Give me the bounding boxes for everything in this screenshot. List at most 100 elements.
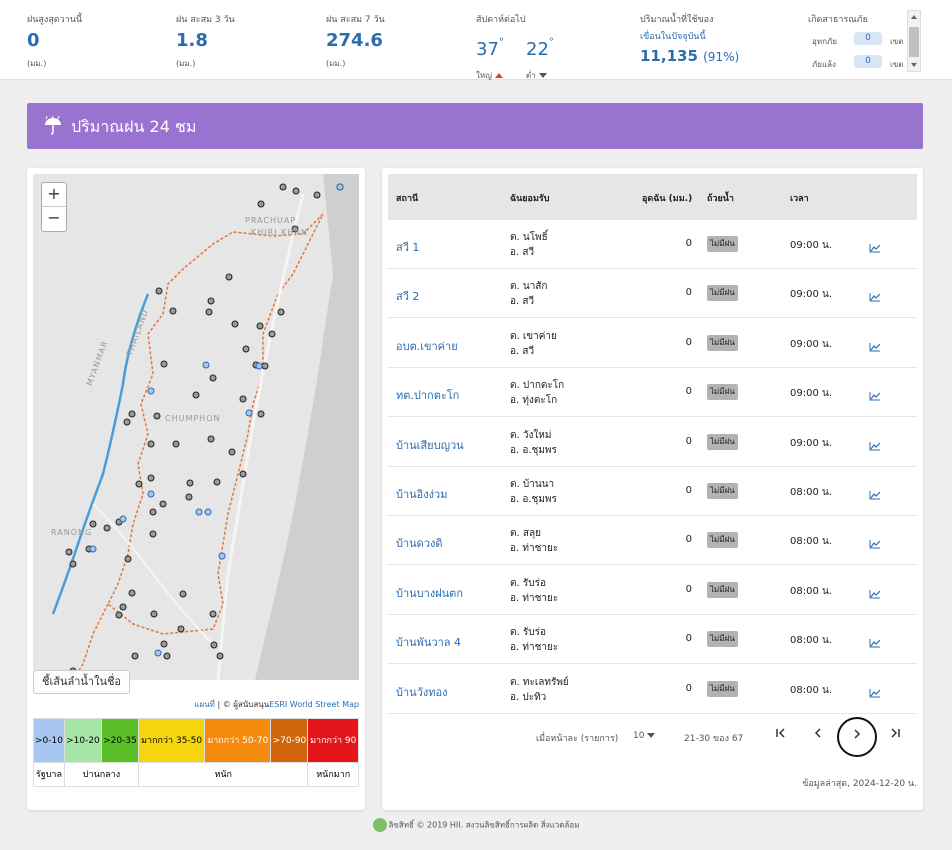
station-marker[interactable] [291,225,299,233]
station-marker[interactable] [172,440,180,448]
station-marker[interactable] [207,435,215,443]
station-marker[interactable] [205,308,213,316]
attribution-flag[interactable]: แผนที่ [194,700,215,709]
station-marker[interactable] [150,610,158,618]
station-marker[interactable] [225,273,233,281]
station-marker[interactable] [257,410,265,418]
scroll-thumb[interactable] [909,27,919,57]
station-name-link[interactable]: บ้านวังทอง [396,685,448,699]
station-markers[interactable] [65,183,344,675]
station-marker-rain[interactable] [336,183,344,191]
station-marker[interactable] [149,508,157,516]
station-marker[interactable] [192,391,200,399]
station-marker[interactable] [213,478,221,486]
station-marker[interactable] [242,345,250,353]
stats-scrollbar[interactable] [907,10,921,72]
prev-page-button[interactable] [805,724,831,750]
col-water[interactable]: ถ้วยน้ำ [707,194,734,204]
station-marker[interactable] [256,322,264,330]
station-marker[interactable] [209,374,217,382]
chart-line-icon[interactable] [869,485,881,504]
station-marker[interactable] [159,500,167,508]
station-marker[interactable] [160,360,168,368]
station-marker[interactable] [69,560,77,568]
station-marker-rain[interactable] [89,545,97,553]
chart-line-icon[interactable] [869,386,881,405]
station-marker[interactable] [179,590,187,598]
station-marker[interactable] [257,200,265,208]
station-marker-rain[interactable] [202,361,210,369]
station-marker[interactable] [163,652,171,660]
chart-line-icon[interactable] [869,633,881,652]
station-marker[interactable] [292,187,300,195]
chart-line-icon[interactable] [869,436,881,455]
station-marker-rain[interactable] [154,649,162,657]
next-page-button[interactable] [837,717,877,757]
chart-line-icon[interactable] [869,238,881,257]
station-marker[interactable] [239,395,247,403]
station-marker[interactable] [103,524,111,532]
station-marker[interactable] [231,320,239,328]
station-marker[interactable] [89,520,97,528]
scroll-up-icon[interactable] [911,15,917,19]
station-marker[interactable] [185,493,193,501]
station-marker-rain[interactable] [204,508,212,516]
station-marker[interactable] [277,308,285,316]
river-toggle-button[interactable]: ชี้เส้นลำน้ำในชื่อ [33,670,131,694]
station-name-link[interactable]: บ้านเสียบญวน [396,438,464,452]
station-marker[interactable] [131,652,139,660]
station-marker[interactable] [186,479,194,487]
station-marker[interactable] [155,287,163,295]
station-marker-rain[interactable] [147,387,155,395]
station-name-link[interactable]: บ้านบางฝนตก [396,586,463,600]
station-marker[interactable] [123,418,131,426]
station-marker[interactable] [147,440,155,448]
col-station[interactable]: สถานี [396,194,419,204]
col-location[interactable]: ฉันยอมรับ [510,194,550,204]
chart-line-icon[interactable] [869,287,881,306]
chart-line-icon[interactable] [869,584,881,603]
flood-count[interactable]: 0 [854,32,882,45]
per-page-select[interactable]: 10 [633,731,656,741]
scroll-down-icon[interactable] [911,63,917,67]
station-name-link[interactable]: ทต.ปากตะโก [396,389,460,403]
station-marker[interactable] [210,641,218,649]
station-marker[interactable] [209,610,217,618]
station-name-link[interactable]: บ้านดวงดิ [396,537,443,551]
rain-map[interactable]: + − PRACHUAP KHIRI KHAN CHUMPHON RANONG … [33,174,359,680]
last-page-button[interactable] [882,724,908,750]
station-marker[interactable] [216,652,224,660]
station-marker[interactable] [239,470,247,478]
station-marker[interactable] [177,625,185,633]
station-marker[interactable] [261,362,269,370]
drought-count[interactable]: 0 [854,55,882,68]
station-marker[interactable] [124,555,132,563]
col-rain[interactable]: อุดฉัน (มม.) [642,194,693,204]
station-marker-rain[interactable] [147,490,155,498]
chart-line-icon[interactable] [869,337,881,356]
station-marker[interactable] [169,307,177,315]
station-marker[interactable] [65,548,73,556]
station-marker[interactable] [153,412,161,420]
station-marker[interactable] [128,410,136,418]
station-marker[interactable] [135,480,143,488]
station-marker[interactable] [207,297,215,305]
station-marker[interactable] [119,603,127,611]
zoom-out-button[interactable]: − [47,208,61,227]
station-marker[interactable] [228,448,236,456]
station-name-link[interactable]: สวี 2 [396,290,420,304]
station-marker[interactable] [313,191,321,199]
station-marker[interactable] [115,611,123,619]
station-name-link[interactable]: สวี 1 [396,241,420,254]
chart-line-icon[interactable] [869,683,881,702]
station-marker[interactable] [279,183,287,191]
station-marker[interactable] [149,530,157,538]
station-marker[interactable] [268,330,276,338]
first-page-button[interactable] [768,724,794,750]
station-marker-rain[interactable] [255,362,263,370]
station-marker[interactable] [128,589,136,597]
zoom-in-button[interactable]: + [42,183,66,207]
station-marker-rain[interactable] [119,515,127,523]
station-marker-rain[interactable] [195,508,203,516]
station-marker[interactable] [160,640,168,648]
